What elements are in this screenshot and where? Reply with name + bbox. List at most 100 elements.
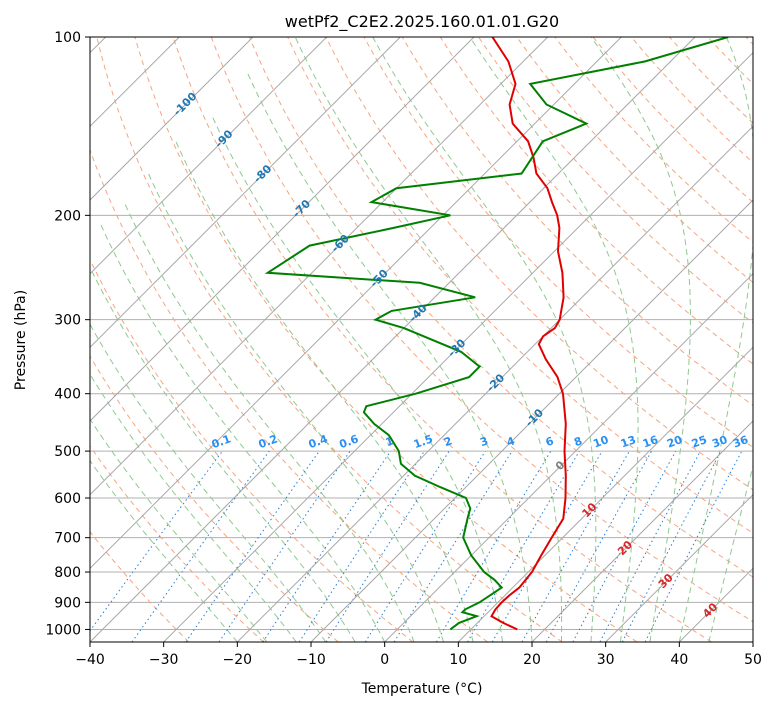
mixing-ratio-line	[393, 450, 513, 642]
dry-adiabat-line	[439, 37, 753, 365]
moist-adiabat-line	[590, 37, 691, 642]
dewpoint-profile-line	[264, 37, 729, 631]
isotherm-line	[90, 37, 696, 642]
y-tick-label: 600	[54, 491, 81, 507]
dry-adiabat-line	[90, 355, 339, 642]
mixing-ratio-label: 10	[591, 433, 610, 451]
moist-adiabat-line	[147, 173, 445, 642]
isotherm-line	[457, 346, 753, 642]
moist-adiabat-line	[90, 266, 356, 642]
x-tick-label: −20	[223, 652, 253, 668]
mixing-ratio-line	[435, 450, 552, 642]
x-tick-label: −30	[149, 652, 179, 668]
moist-adiabat-line	[90, 323, 327, 642]
y-tick-label: 1000	[45, 622, 81, 638]
mixing-ratio-label: 4	[505, 434, 517, 449]
moist-adiabat-line	[678, 37, 753, 642]
x-tick-label: 20	[523, 652, 541, 668]
dry-adiabat-line	[325, 37, 753, 491]
mixing-ratio-label: 25	[690, 433, 709, 450]
mixing-ratio-line	[467, 450, 580, 642]
y-tick-label: 500	[54, 444, 81, 460]
y-tick-label: 800	[54, 565, 81, 581]
isotherm-line	[605, 493, 753, 642]
dry-adiabat-line	[90, 531, 190, 642]
isotherm-line	[90, 37, 622, 570]
moist-adiabat-line	[90, 373, 297, 642]
dry-adiabat-line	[401, 37, 753, 406]
isotherm-line	[163, 51, 753, 642]
temperature-profile-line	[490, 37, 567, 631]
moist-adiabat-line	[372, 37, 597, 642]
mixing-ratio-label: 0.6	[338, 432, 361, 451]
isotherm-line	[90, 37, 328, 275]
x-tick-label: 50	[744, 652, 762, 668]
moist-adiabat-line	[247, 72, 533, 642]
dry-adiabat-line	[134, 37, 638, 642]
x-tick-label: 40	[670, 652, 688, 668]
x-tick-label: 30	[597, 652, 615, 668]
mixing-ratio-line	[572, 450, 677, 642]
dry-adiabat-line	[363, 37, 753, 448]
mixing-ratio-label: 8	[572, 434, 584, 449]
y-tick-label: 300	[54, 313, 81, 329]
y-tick-label: 100	[54, 30, 81, 46]
mixing-ratio-label: 1	[384, 434, 396, 449]
moist-adiabat-line	[294, 37, 563, 642]
grid-layer	[90, 37, 753, 642]
mixing-ratio-label: 6	[544, 434, 556, 449]
y-tick-label: 200	[54, 208, 81, 224]
mixing-ratio-line	[521, 450, 630, 642]
x-tick-label: −40	[75, 652, 105, 668]
dry-adiabat-line	[90, 258, 414, 642]
y-axis-title: Pressure (hPa)	[13, 290, 29, 390]
x-axis-title: Temperature (°C)	[361, 681, 483, 697]
mixing-ratio-line	[298, 450, 425, 642]
mixing-ratio-label: 16	[641, 433, 660, 451]
dry-adiabat-line	[287, 37, 753, 534]
moist-adiabat-line	[90, 418, 268, 642]
isotherm-line	[90, 37, 401, 349]
isotherm-line	[384, 272, 753, 642]
isotherm-line	[531, 420, 753, 642]
dry-adiabat-line	[516, 37, 753, 284]
mixing-ratio-label: 0.1	[210, 432, 233, 451]
mixing-ratio-label: 1.5	[412, 432, 435, 451]
mixing-ratio-label: 20	[665, 433, 684, 451]
isotherm-line	[90, 37, 254, 201]
mixing-ratio-label: 3	[478, 434, 490, 449]
x-tick-label: 0	[380, 652, 389, 668]
moist-adiabat-line	[175, 141, 474, 642]
dry-adiabat-line	[96, 37, 563, 642]
plot-frame	[89, 36, 754, 643]
mixing-ratio-line	[491, 450, 603, 642]
data-layer	[264, 37, 729, 631]
mixing-ratio-label: 0.2	[257, 432, 280, 451]
dry-adiabat-line	[554, 37, 753, 243]
mixing-ratio-line	[325, 450, 450, 642]
x-tick-label: 10	[449, 652, 467, 668]
moist-adiabat-line	[90, 459, 238, 642]
y-tick-label: 700	[54, 531, 81, 547]
dry-adiabat-line	[249, 37, 753, 578]
mixing-ratio-label: 13	[619, 433, 638, 450]
moist-adiabat-line	[99, 221, 386, 642]
isotherm-line	[236, 125, 753, 642]
mixing-ratio-label: 30	[710, 433, 729, 451]
mixing-ratio-line	[185, 450, 320, 642]
moist-adiabat-line	[469, 37, 639, 642]
mixing-ratio-label: 2	[442, 434, 454, 449]
y-tick-label: 900	[54, 595, 81, 611]
isotherm-line	[90, 37, 549, 496]
mixing-ratio-line	[90, 450, 223, 632]
isotherm-line	[310, 199, 753, 642]
moist-adiabat-line	[123, 201, 415, 642]
mixing-ratio-line	[364, 450, 486, 642]
mixing-ratio-label: 0.4	[307, 432, 330, 451]
mixing-ratio-label: 36	[731, 433, 750, 451]
dry-adiabat-line	[592, 37, 753, 203]
axis-layer: −40 −30 −20 −10 0 10 20 30 40 5010020030040050060…	[45, 30, 762, 668]
mixing-ratio-line	[131, 450, 270, 642]
